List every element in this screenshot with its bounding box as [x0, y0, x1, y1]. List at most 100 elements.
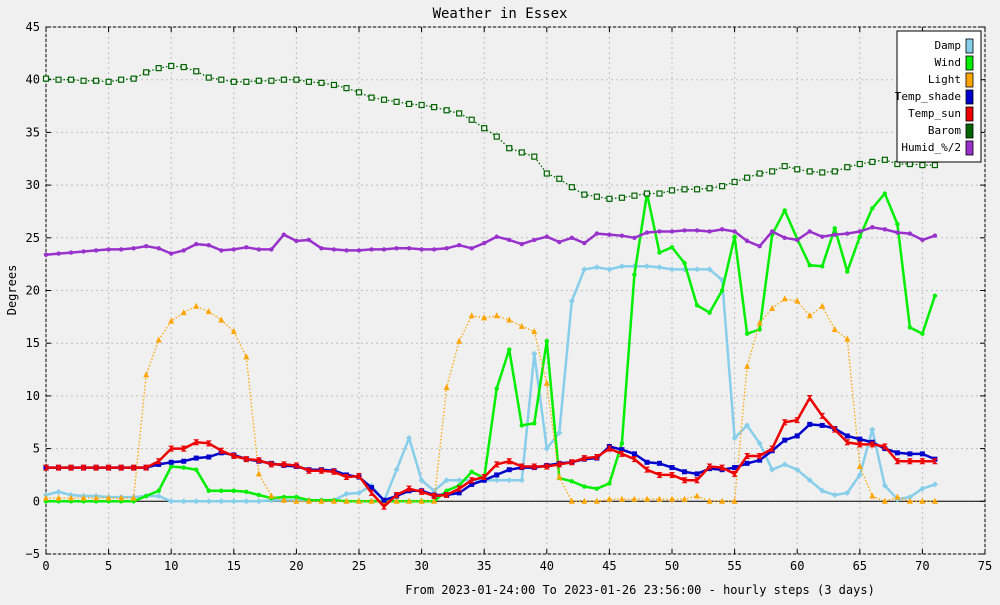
data-point-damp	[906, 494, 913, 501]
data-point-humid-2	[344, 248, 349, 253]
data-point-temp-sun	[881, 443, 888, 450]
data-point-temp-sun	[756, 452, 763, 459]
data-point-light	[356, 497, 362, 504]
data-point-temp-sun	[669, 471, 675, 478]
data-point-temp-sun	[769, 445, 776, 452]
data-point-damp	[418, 477, 425, 484]
data-point-barom	[869, 158, 876, 166]
data-point-barom	[531, 153, 538, 160]
data-point-humid-2	[707, 229, 712, 234]
data-point-temp-sun	[694, 477, 701, 484]
data-point-barom	[118, 76, 125, 83]
data-point-light	[493, 312, 500, 319]
data-point-barom	[130, 75, 137, 82]
data-point-temp-shade	[794, 433, 800, 439]
data-point-wind	[544, 338, 549, 344]
data-point-temp-sun	[481, 474, 488, 481]
series-light	[43, 295, 938, 504]
data-point-temp-shade	[168, 459, 174, 465]
data-point-light	[180, 309, 187, 316]
data-point-temp-sun	[706, 463, 713, 470]
data-point-humid-2	[294, 238, 299, 244]
data-point-temp-sun	[330, 468, 337, 475]
data-point-damp	[356, 489, 362, 496]
data-point-humid-2	[406, 246, 412, 251]
data-point-temp-sun	[43, 464, 49, 471]
data-point-humid-2	[532, 237, 537, 243]
data-point-light	[255, 470, 262, 477]
data-point-wind	[244, 489, 249, 495]
data-point-humid-2	[644, 230, 650, 235]
y-axis-ticks: −5 0 5 10 15 20 25 30 35 40 45	[26, 20, 985, 561]
data-point-temp-sun	[831, 426, 838, 433]
data-point-light	[894, 493, 901, 500]
data-point-humid-2	[669, 229, 675, 234]
data-point-barom	[618, 194, 626, 201]
y-tick-label: 5	[33, 442, 40, 456]
data-point-light	[831, 325, 838, 332]
data-point-humid-2	[807, 229, 812, 234]
data-point-temp-shade	[156, 461, 162, 467]
data-point-barom	[468, 116, 475, 123]
data-point-humid-2	[757, 244, 762, 249]
data-point-damp	[806, 477, 813, 484]
y-tick-label: 25	[26, 231, 40, 245]
data-point-damp	[881, 482, 888, 489]
data-point-barom	[881, 156, 888, 163]
data-point-light	[906, 497, 913, 504]
data-point-barom	[643, 190, 651, 197]
data-point-temp-sun	[406, 485, 413, 492]
data-point-barom	[681, 186, 688, 193]
data-point-temp-sun	[681, 477, 688, 484]
data-point-humid-2	[68, 250, 74, 255]
data-point-temp-shade	[732, 465, 738, 471]
data-point-humid-2	[106, 247, 111, 252]
legend-label-humid-2: Humid_%/2	[901, 141, 961, 154]
data-point-barom	[844, 164, 851, 171]
data-point-humid-2	[895, 230, 900, 235]
data-point-humid-2	[118, 247, 124, 252]
data-point-humid-2	[444, 246, 449, 251]
data-point-humid-2	[81, 249, 86, 254]
chart-title: Weather in Essex	[433, 6, 568, 22]
x-tick-label: 55	[727, 559, 741, 573]
data-point-temp-shade	[782, 437, 788, 443]
x-tick-label: 20	[289, 559, 303, 573]
data-point-temp-sun	[506, 458, 513, 465]
data-point-light	[218, 316, 225, 323]
legend-swatch-damp	[965, 38, 974, 54]
data-point-damp	[255, 498, 262, 505]
data-point-damp	[55, 488, 62, 495]
data-point-damp	[756, 440, 763, 447]
data-point-light	[819, 302, 826, 309]
x-tick-label: 60	[790, 559, 804, 573]
data-point-humid-2	[381, 247, 387, 252]
data-point-damp	[506, 477, 513, 484]
data-point-wind	[870, 206, 875, 211]
data-point-temp-sun	[318, 467, 325, 474]
data-point-humid-2	[632, 235, 637, 240]
data-point-humid-2	[769, 229, 775, 234]
data-point-barom	[330, 81, 338, 89]
data-point-humid-2	[181, 248, 186, 253]
data-point-wind	[256, 492, 262, 498]
data-point-barom	[744, 174, 751, 181]
data-point-temp-sun	[618, 450, 625, 457]
data-point-temp-sun	[130, 464, 137, 471]
data-point-damp	[155, 493, 162, 500]
data-point-humid-2	[544, 234, 549, 239]
data-point-wind	[231, 488, 236, 493]
data-point-light	[756, 319, 763, 326]
data-point-damp	[769, 466, 776, 473]
data-point-wind	[594, 486, 600, 491]
data-point-barom	[105, 78, 112, 85]
data-point-barom	[606, 195, 613, 202]
data-point-temp-sun	[781, 419, 788, 426]
data-point-temp-sun	[343, 474, 350, 481]
data-point-wind	[607, 481, 612, 486]
data-point-humid-2	[256, 247, 262, 252]
data-point-light	[456, 337, 463, 344]
data-point-wind	[845, 269, 850, 274]
data-point-temp-sun	[168, 445, 175, 452]
data-point-humid-2	[331, 247, 337, 252]
